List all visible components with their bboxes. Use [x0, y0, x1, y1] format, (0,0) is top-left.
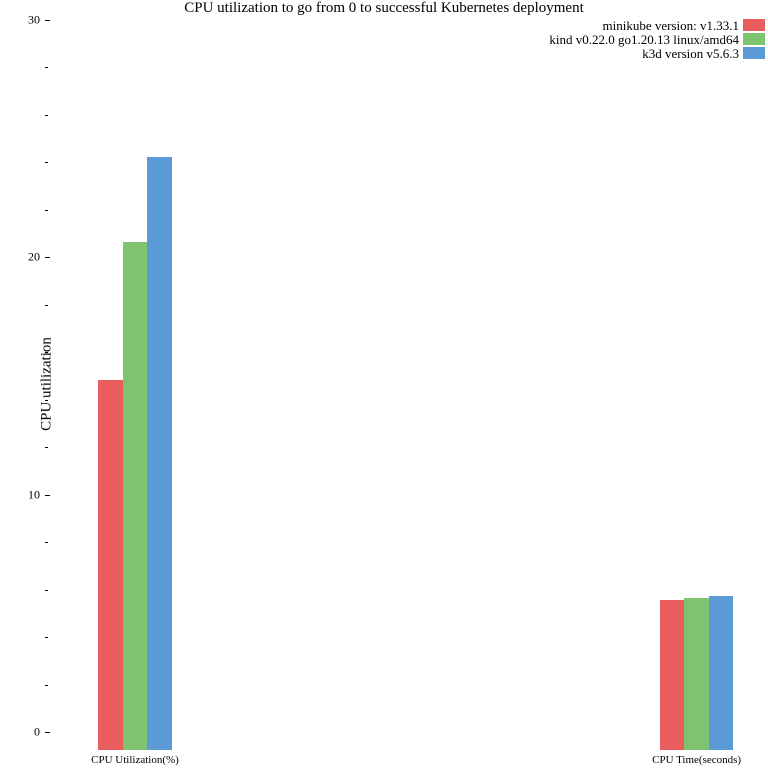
bar	[660, 600, 684, 750]
y-tick-label: 20	[28, 250, 40, 265]
y-minor-tick	[45, 447, 48, 448]
y-minor-tick	[45, 685, 48, 686]
x-category-label: CPU Time(seconds)	[652, 754, 741, 766]
bar	[684, 598, 708, 750]
chart-title: CPU utilization to go from 0 to successf…	[0, 0, 768, 17]
legend-swatch	[743, 47, 765, 59]
legend-label: k3d version v5.6.3	[642, 47, 739, 60]
y-minor-tick	[45, 115, 48, 116]
y-minor-tick	[45, 590, 48, 591]
bar	[709, 596, 733, 750]
bar	[123, 242, 147, 750]
y-minor-tick	[45, 400, 48, 401]
y-minor-tick	[45, 305, 48, 306]
y-tick-mark	[45, 20, 50, 21]
y-minor-tick	[45, 352, 48, 353]
bar	[147, 157, 171, 750]
legend-item: k3d version v5.6.3	[549, 46, 765, 60]
legend-swatch	[743, 33, 765, 45]
y-tick-label: 30	[28, 13, 40, 28]
y-tick-mark	[45, 495, 50, 496]
y-tick-mark	[45, 257, 50, 258]
y-minor-tick	[45, 210, 48, 211]
y-tick-mark	[45, 732, 50, 733]
y-minor-tick	[45, 162, 48, 163]
y-tick-label: 0	[34, 725, 40, 740]
x-category-label: CPU Utilization(%)	[91, 754, 179, 766]
y-tick-label: 10	[28, 487, 40, 502]
y-minor-tick	[45, 542, 48, 543]
legend-label: kind v0.22.0 go1.20.13 linux/amd64	[549, 33, 739, 46]
y-minor-tick	[45, 67, 48, 68]
legend-swatch	[743, 19, 765, 31]
legend: minikube version: v1.33.1kind v0.22.0 go…	[549, 18, 765, 60]
legend-item: minikube version: v1.33.1	[549, 18, 765, 32]
cpu-utilization-chart: CPU utilization to go from 0 to successf…	[0, 0, 768, 768]
bar	[98, 380, 122, 750]
y-minor-tick	[45, 637, 48, 638]
legend-item: kind v0.22.0 go1.20.13 linux/amd64	[549, 32, 765, 46]
legend-label: minikube version: v1.33.1	[603, 19, 740, 32]
